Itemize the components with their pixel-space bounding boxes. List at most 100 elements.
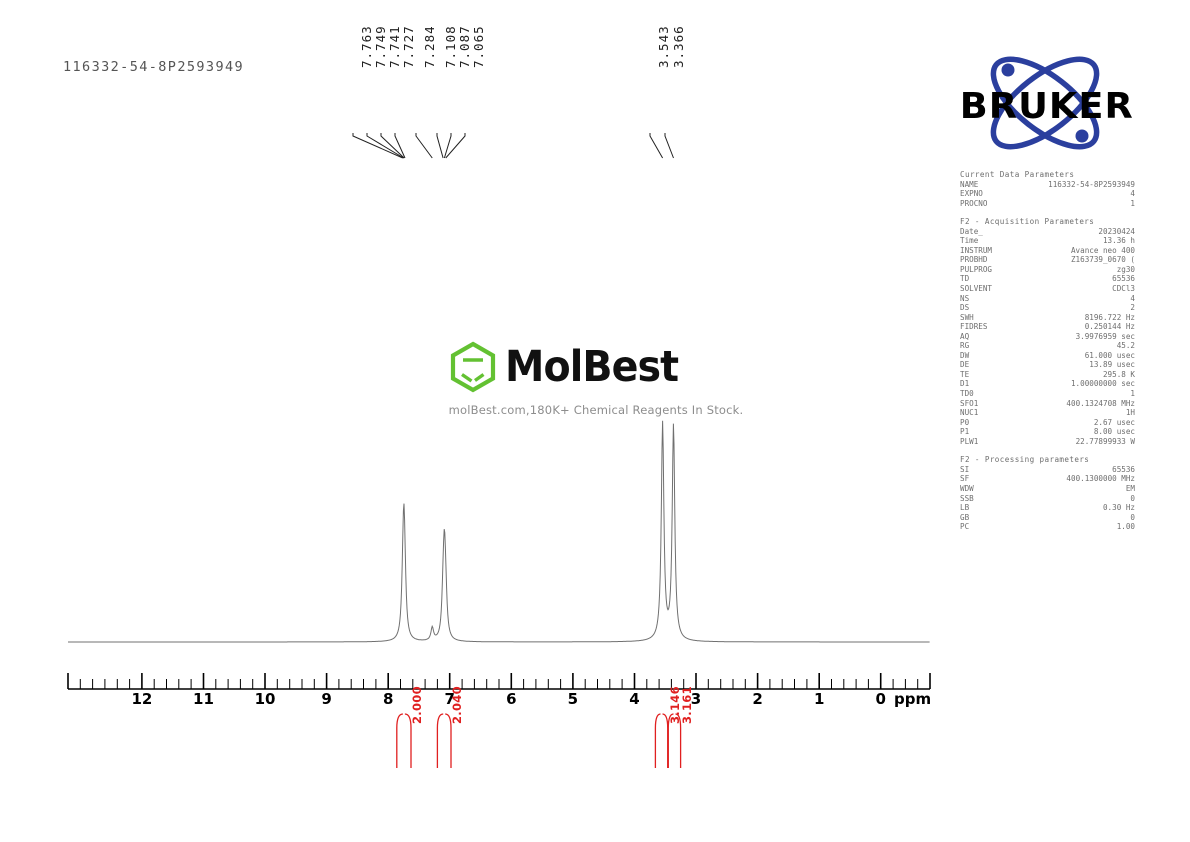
parameter-row: P0 2.67 usec xyxy=(960,418,1135,428)
bruker-logo: BRUKER xyxy=(955,48,1135,158)
parameter-row: Time 13.36 h xyxy=(960,236,1135,246)
integral-curve xyxy=(396,713,412,768)
parameter-row: PROCNO 1 xyxy=(960,199,1135,209)
parameter-value: CDCl3 xyxy=(1112,284,1135,294)
parameter-key: RG xyxy=(960,341,970,351)
parameter-row: TE 295.8 K xyxy=(960,370,1135,380)
parameter-value: zg30 xyxy=(1116,264,1135,274)
parameter-key: NAME xyxy=(960,179,979,189)
parameter-key: FIDRES xyxy=(960,322,988,332)
parameter-value: 1 xyxy=(1130,389,1135,399)
parameter-value: 13.36 h xyxy=(1102,236,1135,246)
parameter-key: P1 xyxy=(960,427,970,437)
parameter-key: DS xyxy=(960,303,970,313)
parameter-row: FIDRES 0.250144 Hz xyxy=(960,322,1135,332)
parameter-key: PULPROG xyxy=(960,264,993,274)
parameter-key: TE xyxy=(960,369,970,379)
parameter-value: 22.77899933 W xyxy=(1075,436,1135,446)
parameter-row: SF 400.1300000 MHz xyxy=(960,474,1135,484)
parameter-row: GB 0 xyxy=(960,513,1135,523)
parameter-value: 8196.722 Hz xyxy=(1084,312,1135,322)
parameter-key: Date_ xyxy=(960,226,983,236)
parameter-value: 400.1324708 MHz xyxy=(1066,398,1135,408)
axis-tick-label: 12 xyxy=(131,690,153,708)
axis-tick-label: 0 xyxy=(875,690,886,708)
parameter-key: EXPNO xyxy=(960,189,983,199)
parameter-row: P1 8.00 usec xyxy=(960,427,1135,437)
parameter-row: TD0 1 xyxy=(960,389,1135,399)
axis-tick-label: 1 xyxy=(813,690,825,708)
parameter-value: 3.9976959 sec xyxy=(1075,331,1135,341)
molbest-watermark: MolBest molBest.com,180K+ Chemical Reage… xyxy=(446,340,746,417)
parameter-key: TD xyxy=(960,274,970,284)
parameter-value: 8.00 usec xyxy=(1093,427,1135,437)
parameter-key: AQ xyxy=(960,331,970,341)
nmr-spectrum-trace xyxy=(0,400,1190,650)
bruker-wordmark: BRUKER xyxy=(960,84,1134,127)
parameter-value: 295.8 K xyxy=(1102,369,1135,379)
parameter-value: 61.000 usec xyxy=(1084,350,1135,360)
parameter-key: NUC1 xyxy=(960,408,979,418)
parameter-key: PROCNO xyxy=(960,198,988,208)
parameter-key: PROBHD xyxy=(960,255,988,265)
parameter-value: Avance neo 400 xyxy=(1070,245,1135,255)
parameter-row: RG 45.2 xyxy=(960,341,1135,351)
parameter-value: 20230424 xyxy=(1098,226,1135,236)
axis-tick-label: 7 xyxy=(444,690,455,708)
parameter-key: PC xyxy=(960,522,970,532)
parameter-key: SSB xyxy=(960,493,974,503)
parameter-section-title: F2 - Acquisition Parameters xyxy=(960,217,1095,227)
parameter-key: NS xyxy=(960,293,970,303)
page-title: 116332-54-8P2593949 xyxy=(63,59,245,75)
hexagon-icon xyxy=(450,341,496,393)
parameter-key: INSTRUM xyxy=(960,245,993,255)
parameter-value: 0 xyxy=(1130,512,1135,522)
parameter-section-title: F2 - Processing parameters xyxy=(960,455,1090,465)
parameter-row: EXPNO 4 xyxy=(960,189,1135,199)
parameter-value: 65536 xyxy=(1112,464,1135,474)
parameter-value: 2.67 usec xyxy=(1093,417,1135,427)
parameter-value: 1.00 xyxy=(1116,522,1135,532)
integral-value: 2.000 xyxy=(409,686,424,724)
peak-leader-lines xyxy=(352,133,674,159)
parameter-key: DE xyxy=(960,360,970,370)
ppm-axis: 12 11 10 9 8 7 6 5 4 3 2 1 0 ppm xyxy=(0,660,1190,720)
parameter-key: LB xyxy=(960,503,970,513)
parameter-value: 45.2 xyxy=(1116,341,1135,351)
axis-tick-label: 10 xyxy=(254,690,276,708)
parameter-value: 1.00000000 sec xyxy=(1070,379,1135,389)
parameter-key: SOLVENT xyxy=(960,284,993,294)
axis-tick-label: 5 xyxy=(567,690,579,708)
parameter-value: 65536 xyxy=(1112,274,1135,284)
parameter-row: LB 0.30 Hz xyxy=(960,503,1135,513)
parameter-row: DS 2 xyxy=(960,303,1135,313)
parameter-row: SI 65536 xyxy=(960,465,1135,475)
parameter-key: D1 xyxy=(960,379,970,389)
parameter-value: 1 xyxy=(1130,198,1135,208)
parameter-value: 1H xyxy=(1125,408,1135,418)
parameter-value: 0 xyxy=(1130,493,1135,503)
parameter-key: GB xyxy=(960,512,970,522)
parameter-value: 2 xyxy=(1130,303,1135,313)
parameter-value: 4 xyxy=(1130,293,1135,303)
axis-tick-label: 2 xyxy=(752,690,763,708)
parameter-row: TD 65536 xyxy=(960,274,1135,284)
parameter-key: TD0 xyxy=(960,389,974,399)
parameter-row: NUC1 1H xyxy=(960,408,1135,418)
parameter-key: SFO1 xyxy=(960,398,979,408)
integral-curve xyxy=(667,713,682,768)
integral-value: 3.161 xyxy=(680,686,695,724)
axis-tick-label: 6 xyxy=(506,690,517,708)
integral-layer: 2.000 2.040 3.146 3.161 xyxy=(0,686,1190,792)
parameter-row: Date_ 20230424 xyxy=(960,227,1135,237)
parameter-key: SI xyxy=(960,464,970,474)
parameter-value: 400.1300000 MHz xyxy=(1066,474,1135,484)
parameter-key: PLW1 xyxy=(960,436,979,446)
spacer xyxy=(960,208,1135,217)
parameter-key: DW xyxy=(960,350,970,360)
atom-icon xyxy=(990,56,1100,150)
parameter-row: SOLVENT CDCl3 xyxy=(960,284,1135,294)
parameter-key: Time xyxy=(960,236,979,246)
integral-value: 2.040 xyxy=(450,686,465,724)
parameter-row: AQ 3.9976959 sec xyxy=(960,332,1135,342)
